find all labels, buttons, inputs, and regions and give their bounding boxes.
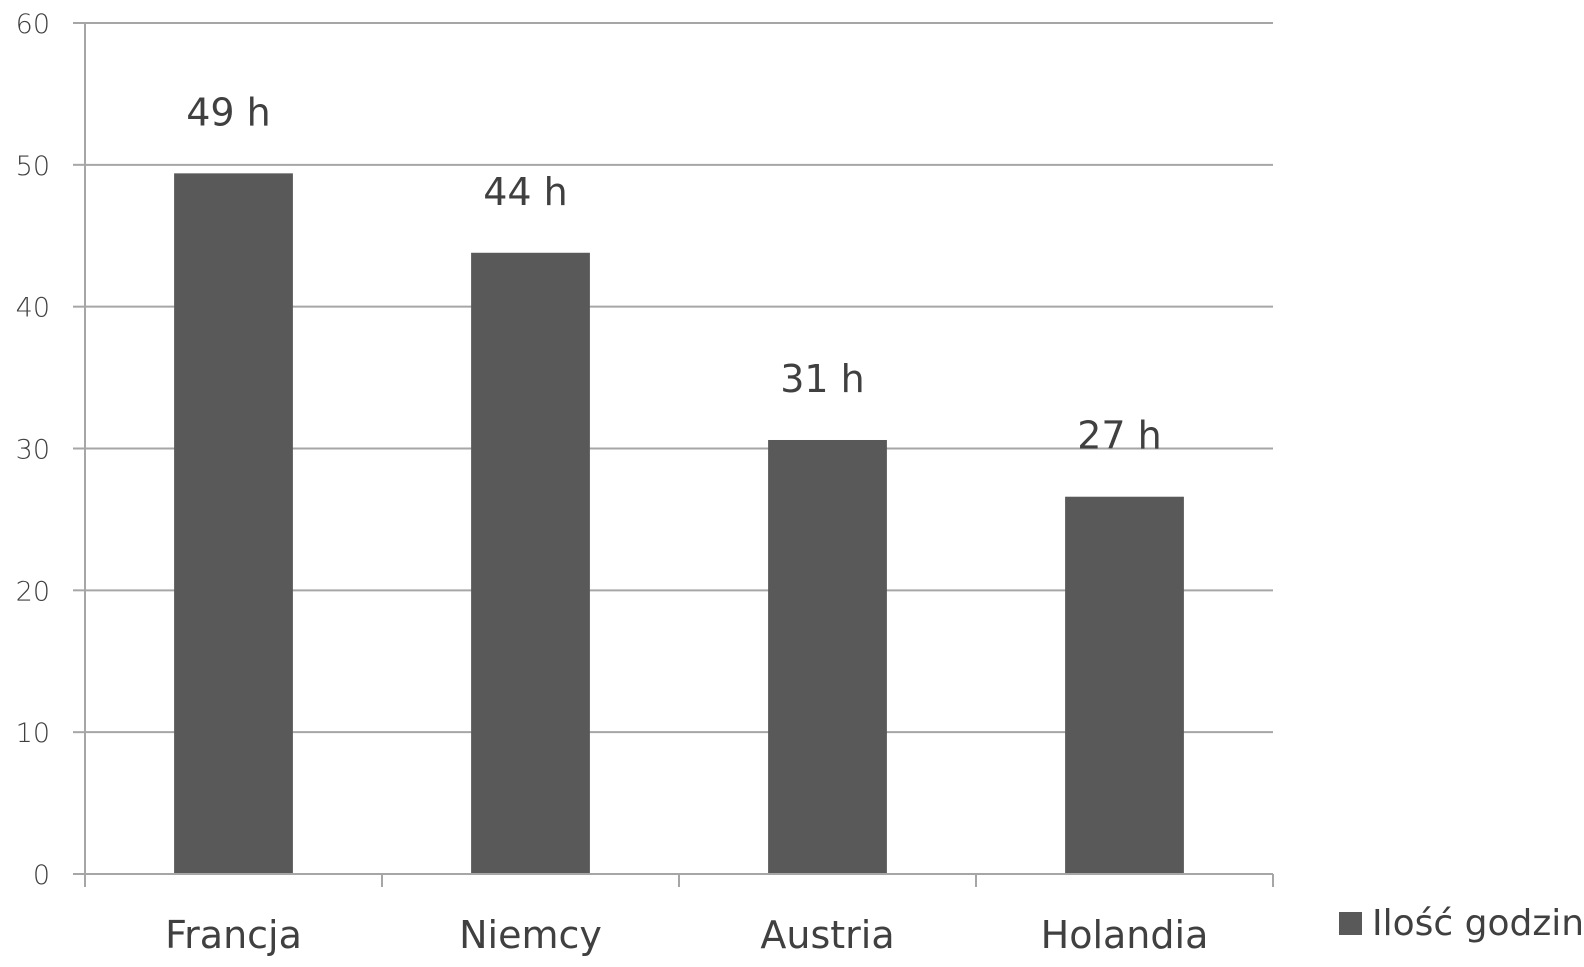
- axes: [73, 22, 1274, 887]
- bar-austria: [768, 439, 887, 874]
- y-tick-label: 50: [16, 151, 50, 182]
- legend: Ilość godzin: [1339, 903, 1584, 944]
- data-label: 44 h: [483, 170, 568, 214]
- labels: 0 10 20 30 40 50 60 49 h Francja 44 h Niemcy 31 h Au…: [16, 9, 1209, 957]
- y-tick-label: 30: [16, 435, 50, 466]
- x-category-label: Austria: [760, 913, 894, 957]
- bar-holandia: [1065, 496, 1184, 874]
- data-label: 31 h: [780, 357, 865, 401]
- y-tick-label: 60: [16, 9, 50, 40]
- bars: [174, 173, 1184, 875]
- x-category-label: Francja: [165, 913, 302, 957]
- data-label: 49 h: [186, 90, 271, 134]
- legend-label: Ilość godzin: [1372, 903, 1584, 944]
- data-label: 27 h: [1077, 414, 1162, 458]
- y-tick-label: 10: [16, 718, 50, 749]
- x-category-label: Niemcy: [459, 913, 602, 957]
- y-tick-label: 0: [33, 860, 50, 891]
- y-tick-label: 20: [16, 576, 50, 607]
- legend-swatch: [1339, 912, 1362, 935]
- x-category-label: Holandia: [1041, 913, 1209, 957]
- y-tick-label: 40: [16, 293, 50, 324]
- bar-niemcy: [471, 252, 590, 874]
- bar-francja: [174, 173, 293, 875]
